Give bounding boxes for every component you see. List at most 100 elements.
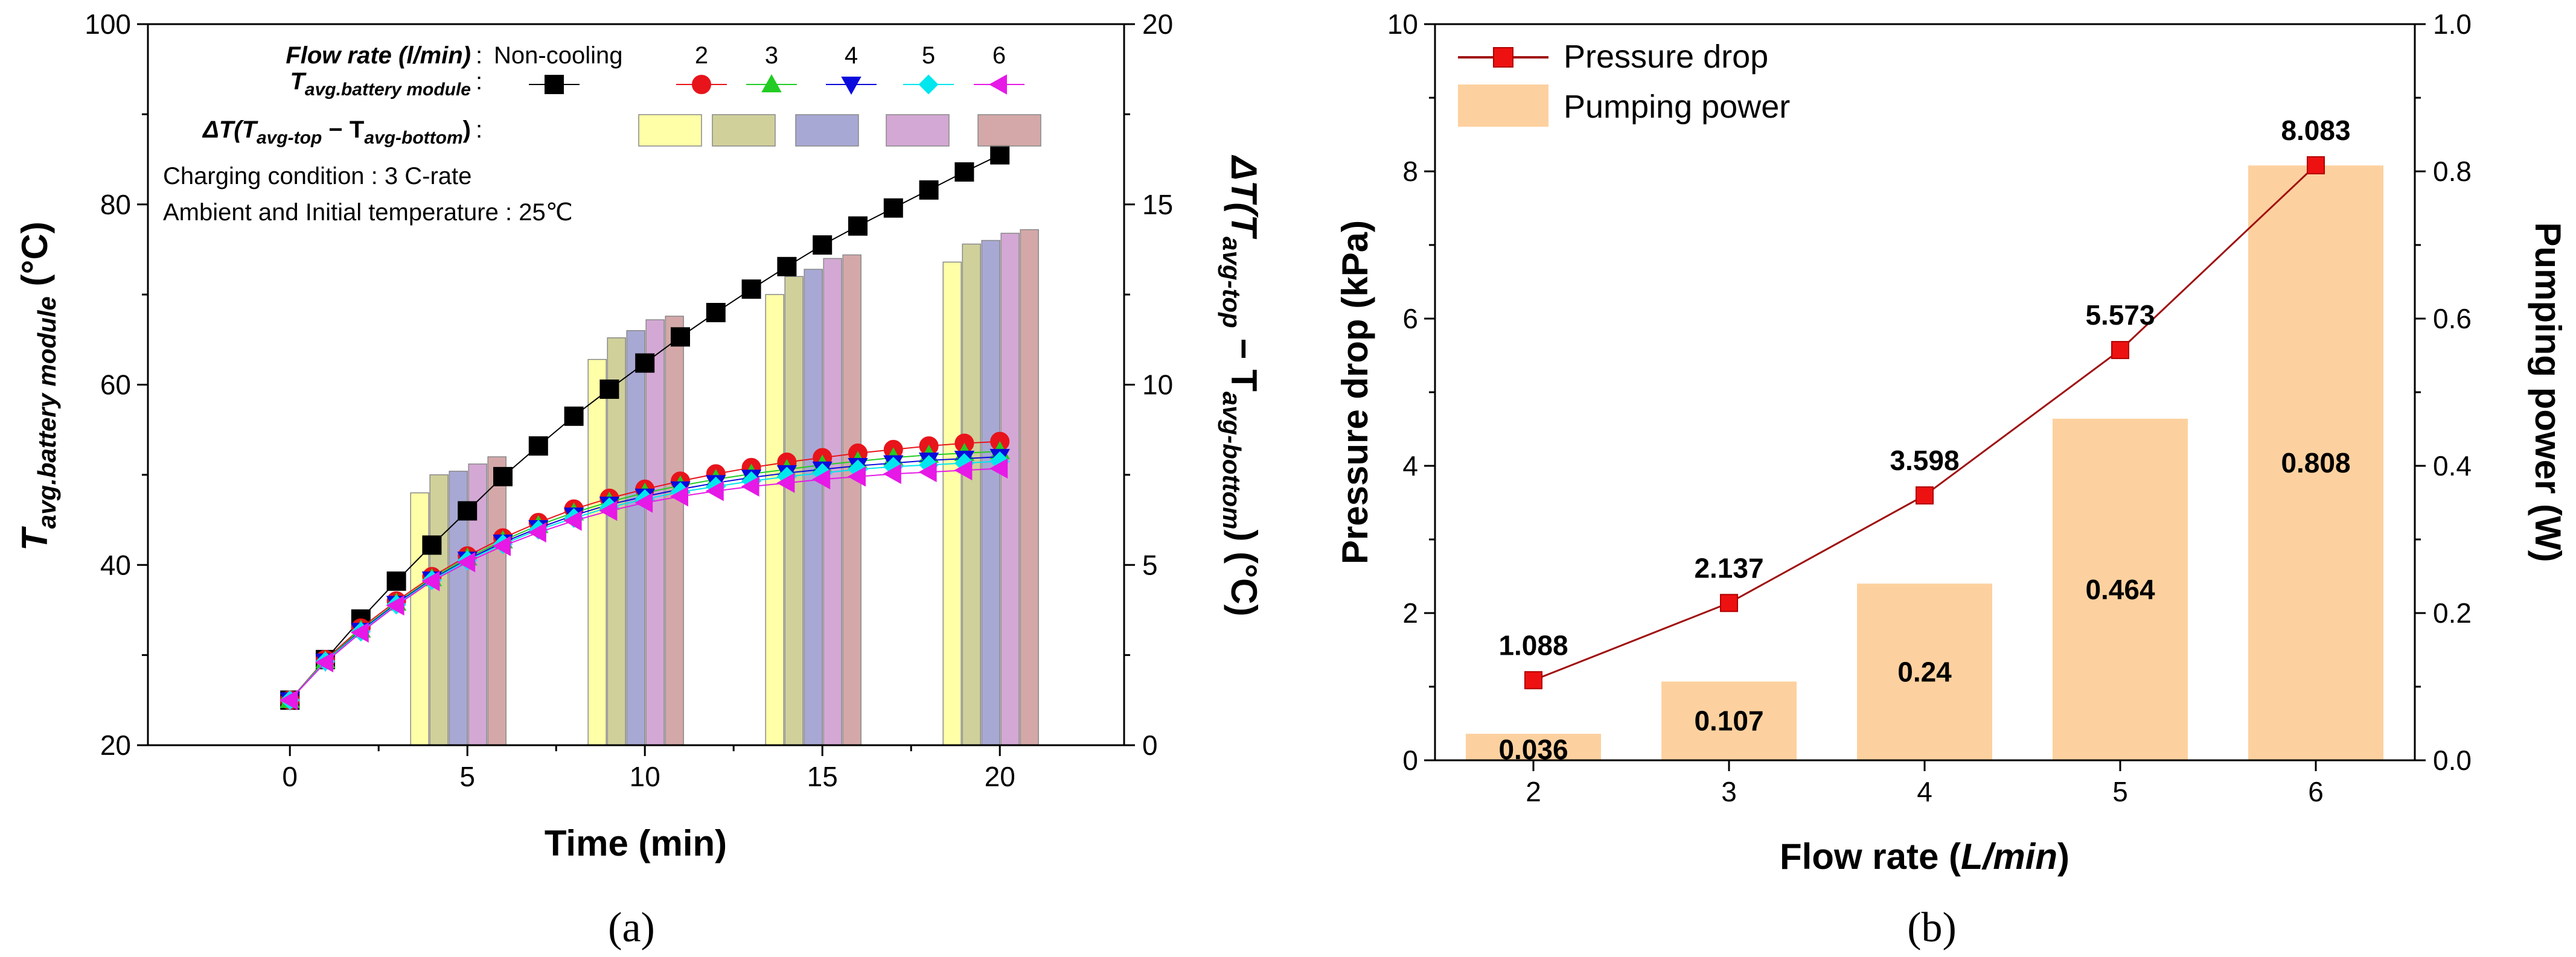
power-bar-6 — [2248, 165, 2383, 760]
x-tick-label-2: 2 — [1526, 776, 1541, 807]
point-Non-cooling-20 — [990, 145, 1010, 165]
axis-ticks-b: 2 3 4 5 6 0 2 4 6 8 10 0.0 0.2 0.4 0.6 0.8 1.0 — [1387, 8, 2472, 807]
point-6-13 — [741, 476, 759, 497]
delta-t-bar-3-t5 — [429, 474, 449, 746]
point-Non-cooling-10 — [635, 353, 655, 373]
legend-entry-5: 5 — [922, 42, 935, 69]
legend-dt-label: ΔT(Tavg-top − Tavg-bottom) — [202, 116, 471, 148]
legend-marker-4 — [918, 74, 939, 95]
point-6-20 — [989, 458, 1008, 479]
y-tick-label-100: 100 — [85, 8, 131, 40]
point-6-11 — [670, 486, 688, 507]
x-tick-label-20: 20 — [985, 761, 1015, 792]
y2-tick-label-3: 0.6 — [2433, 303, 2472, 334]
temperature-series — [280, 145, 1010, 711]
legend-bar-2 — [795, 114, 859, 147]
legend-marker-0 — [545, 75, 564, 94]
point-6-7 — [528, 522, 546, 543]
point-Non-cooling-4 — [422, 535, 442, 555]
x-tick-label-5: 5 — [459, 761, 475, 792]
x-tick-label-6: 6 — [2308, 776, 2324, 807]
pressure-point-6 — [2307, 156, 2325, 174]
y-tick-label-40: 40 — [100, 549, 131, 580]
delta-t-bar-5-t20 — [1000, 232, 1020, 746]
delta-t-bar-5-t15 — [823, 258, 842, 746]
y2-tick-label-20: 20 — [1142, 8, 1173, 40]
legend-flow-rate-label: Flow rate (l/min) — [286, 42, 471, 69]
point-6-14 — [776, 472, 795, 494]
y2-tick-label-2: 0.4 — [2433, 450, 2472, 482]
x-tick-label-5: 5 — [2112, 776, 2128, 807]
y-axis-label-b: Pressure drop (kPa) — [1335, 220, 1375, 564]
point-Non-cooling-9 — [599, 379, 619, 399]
y-tick-label-60: 60 — [100, 369, 131, 401]
point-Non-cooling-17 — [883, 198, 903, 218]
point-Non-cooling-7 — [528, 436, 548, 456]
panel-a: 0 5 10 15 20 20 40 60 80 100 0 5 10 15 20 Tavg.battery… — [14, 8, 1264, 951]
y-tick-label-20: 20 — [100, 730, 131, 761]
point-6-16 — [847, 466, 866, 487]
pressure-label-4: 3.598 — [1890, 445, 1959, 476]
point-Non-cooling-14 — [777, 256, 797, 276]
y2-tick-label-5: 1.0 — [2433, 8, 2472, 40]
point-6-8 — [563, 510, 582, 531]
delta-t-bar-2-t15 — [765, 294, 784, 746]
y-tick-label-80: 80 — [100, 189, 131, 220]
point-6-12 — [705, 481, 724, 501]
point-6-19 — [954, 460, 973, 481]
point-6-5 — [457, 552, 476, 573]
pressure-point-2 — [1524, 671, 1542, 690]
y2-axis-label-b: Pumping power (W) — [2528, 222, 2568, 562]
legend-b: Pressure drop Pumping power — [1458, 39, 1790, 127]
power-bar-2 — [1466, 734, 1601, 760]
legend-pressure-label: Pressure drop — [1564, 39, 1768, 75]
legend-pressure-marker — [1493, 47, 1513, 68]
legend-colon-2: : — [476, 68, 482, 95]
legend-a: Flow rate (l/min) : Non-cooling 2 3 4 5 … — [163, 42, 1041, 226]
legend-bar-4 — [977, 114, 1041, 147]
y-tick-label-2: 2 — [1402, 597, 1418, 629]
delta-t-bar-4-t15 — [804, 269, 823, 746]
x-tick-label-4: 4 — [1917, 776, 1932, 807]
legend-entry-noncooling: Non-cooling — [494, 42, 622, 69]
legend-entry-3: 3 — [765, 42, 778, 69]
point-Non-cooling-16 — [848, 216, 868, 236]
legend-bar-swatches — [638, 114, 1041, 147]
x-axis-label-a: Time (min) — [545, 823, 727, 863]
point-6-1 — [315, 652, 333, 673]
legend-power-swatch — [1458, 84, 1548, 127]
y2-tick-label-15: 15 — [1142, 189, 1173, 220]
point-6-2 — [350, 622, 369, 643]
point-Non-cooling-12 — [706, 303, 726, 322]
delta-t-bar-3-t15 — [784, 276, 804, 746]
x-tick-label-15: 15 — [807, 761, 838, 792]
y2-tick-label-10: 10 — [1142, 369, 1173, 401]
legend-tavg-label: Tavg.battery module — [290, 68, 471, 100]
delta-t-bar-6-t5 — [487, 456, 507, 746]
legend-entry-4: 4 — [845, 42, 858, 69]
y-tick-label-4: 4 — [1402, 450, 1418, 482]
pressure-point-4 — [1916, 486, 1934, 505]
delta-t-bar-2-t5 — [410, 492, 429, 746]
x-tick-label-10: 10 — [630, 761, 660, 792]
point-6-9 — [599, 500, 618, 521]
point-Non-cooling-15 — [813, 235, 833, 255]
legend-colon-1: : — [476, 42, 482, 69]
y2-tick-label-0: 0 — [1142, 730, 1158, 761]
point-6-15 — [812, 469, 831, 490]
panel-label-b: (b) — [1907, 905, 1957, 951]
legend-colon-3: : — [476, 116, 482, 143]
pressure-point-3 — [1720, 594, 1738, 612]
delta-t-bar-6-t20 — [1020, 229, 1039, 746]
y-axis-label-a: Tavg.battery module (°C) — [14, 221, 61, 551]
point-Non-cooling-18 — [919, 180, 939, 200]
delta-t-bar-6-t10 — [665, 316, 684, 746]
point-Non-cooling-19 — [954, 162, 974, 182]
delta-t-bar-4-t10 — [626, 330, 645, 746]
point-Non-cooling-8 — [564, 406, 584, 426]
legend-markers — [529, 74, 1024, 95]
point-6-18 — [918, 462, 937, 483]
delta-t-bar-2-t10 — [587, 358, 607, 746]
